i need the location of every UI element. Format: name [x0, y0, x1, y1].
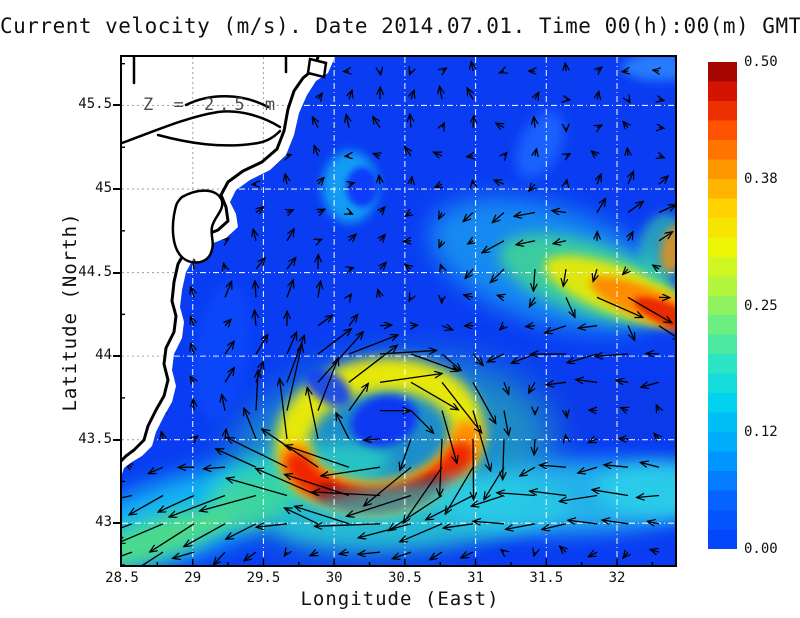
y-tick-label: 45.5	[78, 96, 112, 113]
coastline	[122, 57, 328, 463]
y-tick-mark	[113, 438, 121, 441]
y-tick-mark	[113, 188, 121, 190]
lagoon	[171, 189, 224, 264]
y-tick-mark	[113, 522, 121, 525]
y-tick-mark	[113, 271, 121, 274]
islet	[306, 57, 328, 79]
colorbar-tick-label: 0.50	[744, 54, 778, 70]
y-axis-title: Latitude (North)	[59, 212, 81, 412]
x-tick-label: 29	[184, 570, 202, 586]
map-plot-area	[120, 55, 677, 567]
colorbar-tick-label: 0.00	[744, 541, 778, 557]
map-svg	[122, 57, 675, 565]
x-axis-title: Longitude (East)	[300, 588, 500, 610]
x-tick-label: 30	[325, 570, 343, 586]
colorbar	[708, 62, 737, 549]
depth-annotation: Z = 2.5 m	[143, 95, 281, 115]
colorbar-tick-label: 0.25	[744, 297, 778, 314]
colorbar-tick-label: 0.38	[744, 170, 778, 187]
figure-title: Current velocity (m/s). Date 2014.07.01.…	[0, 14, 800, 38]
x-tick-label: 29.5	[246, 570, 281, 586]
x-tick-label: 32	[608, 570, 626, 586]
axis-ticks-inside	[122, 62, 654, 565]
y-tick-label: 44	[95, 347, 112, 364]
x-tick-label: 28.5	[105, 570, 139, 586]
y-tick-mark	[113, 355, 121, 358]
y-tick-label: 45	[95, 180, 112, 196]
y-tick-mark	[113, 104, 121, 107]
x-tick-label: 31.5	[529, 570, 564, 586]
x-tick-label: 30.5	[388, 570, 422, 586]
y-tick-label: 43	[95, 514, 112, 531]
y-tick-label: 43.5	[78, 430, 112, 447]
colorbar-tick-label: 0.12	[744, 424, 778, 441]
x-tick-label: 31	[467, 570, 484, 586]
y-tick-label: 44.5	[78, 263, 112, 280]
